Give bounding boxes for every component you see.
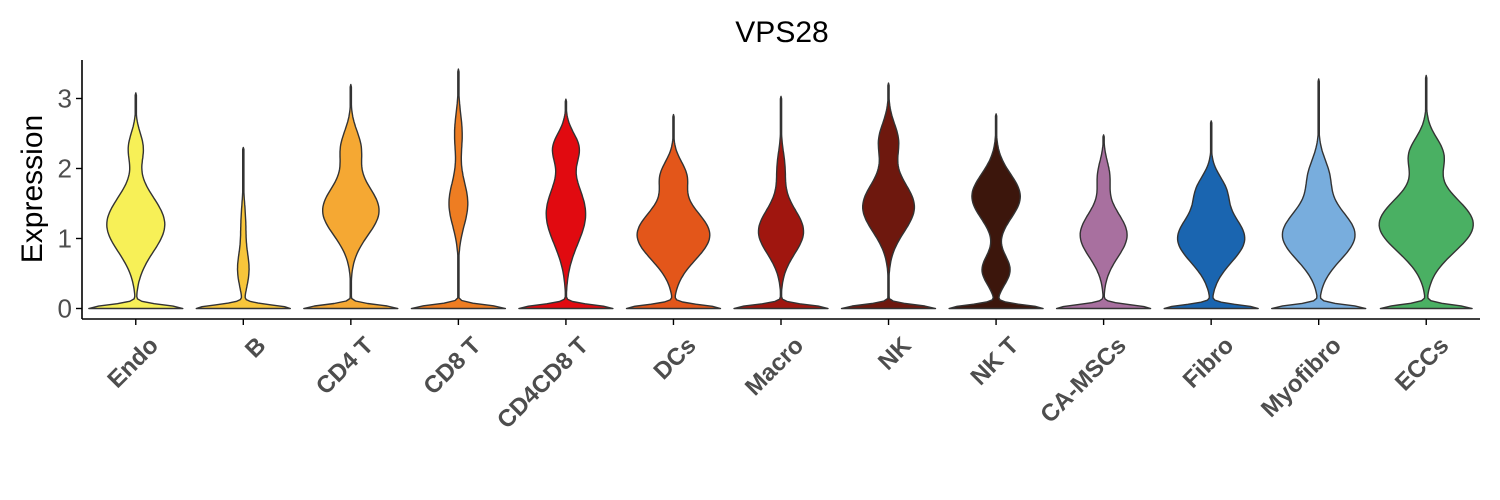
- y-axis-label: Expression: [16, 115, 49, 263]
- violin-layer: [88, 68, 1474, 310]
- chart-title: VPS28: [735, 16, 828, 49]
- violin-dcs: [625, 113, 722, 310]
- violin-macro: [733, 95, 829, 310]
- y-ticks: 0 1 2 3: [58, 84, 82, 324]
- violin-fibro: [1163, 120, 1259, 310]
- y-tick-label: 2: [58, 154, 72, 184]
- violin-ca-mscs: [1055, 134, 1152, 310]
- x-tick-label: Fibro: [1178, 332, 1240, 394]
- x-tick-label: CD4CD8 T: [492, 332, 594, 434]
- violin-myofibro: [1271, 78, 1367, 310]
- x-tick-label: DCs: [649, 332, 702, 385]
- violin-cd4cd8-t: [518, 98, 614, 310]
- violin-endo: [88, 92, 184, 310]
- violin-b: [195, 146, 291, 310]
- y-tick-label: 0: [58, 294, 72, 324]
- y-tick-label: 1: [58, 224, 72, 254]
- violin-cd4-t: [303, 83, 399, 310]
- violin-eccs: [1378, 74, 1474, 310]
- x-tick-label: CD8 T: [418, 332, 486, 400]
- violin-nk: [840, 82, 937, 310]
- x-tick-label: Macro: [740, 332, 809, 401]
- x-tick-label: B: [240, 332, 271, 363]
- x-tick-label: NK: [873, 332, 917, 376]
- x-tick-label: Endo: [102, 332, 164, 394]
- violin-nk-t: [948, 113, 1044, 310]
- x-tick-label: Myofibro: [1256, 332, 1347, 423]
- x-tick-label: ECCs: [1390, 332, 1454, 396]
- x-tick-label: NK T: [966, 332, 1025, 391]
- x-tick-label: CD4 T: [311, 332, 379, 400]
- x-tick-label: CA-MSCs: [1035, 332, 1131, 428]
- violin-cd8-t: [410, 68, 507, 310]
- x-ticks: Endo B CD4 T CD8 T CD4CD8 T DCs Macro NK NK T CA-…: [102, 319, 1454, 434]
- y-tick-label: 3: [58, 84, 72, 114]
